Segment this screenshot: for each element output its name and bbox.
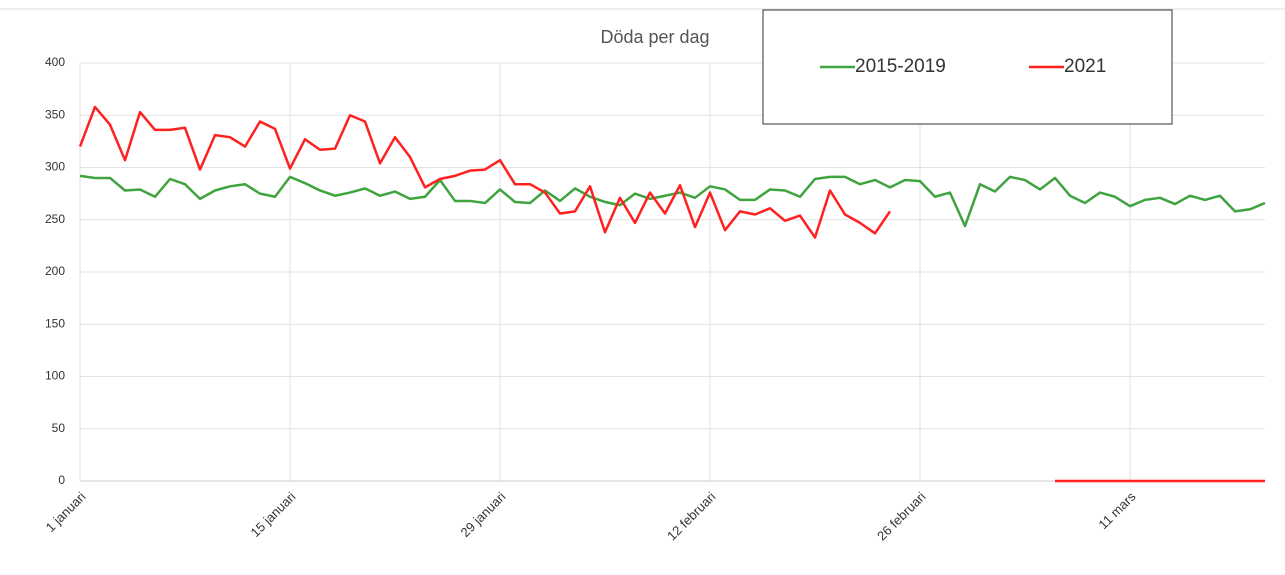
y-tick-label: 100	[45, 369, 65, 383]
y-tick-label: 400	[45, 55, 65, 69]
legend-box	[762, 9, 1173, 125]
y-tick-label: 50	[52, 421, 66, 435]
x-tick-label: 1 januari	[43, 489, 89, 535]
y-tick-label: 250	[45, 212, 65, 226]
series-line	[79, 174, 1266, 228]
x-tick-label: 26 februari	[874, 489, 929, 544]
y-tick-label: 0	[58, 473, 65, 487]
y-tick-label: 200	[45, 264, 65, 278]
y-tick-label: 300	[45, 160, 65, 174]
x-tick-label: 11 mars	[1095, 489, 1138, 532]
x-tick-label: 12 februari	[664, 489, 719, 544]
x-tick-label: 15 januari	[248, 489, 299, 540]
y-tick-label: 350	[45, 107, 65, 121]
legend-label: 2015-2019	[855, 56, 946, 77]
series-line	[78, 105, 1265, 483]
chart-title: Döda per dag	[600, 27, 709, 47]
legend-label: 2021	[1064, 56, 1106, 77]
x-tick-label: 29 januari	[458, 489, 509, 540]
y-tick-label: 150	[45, 316, 65, 330]
